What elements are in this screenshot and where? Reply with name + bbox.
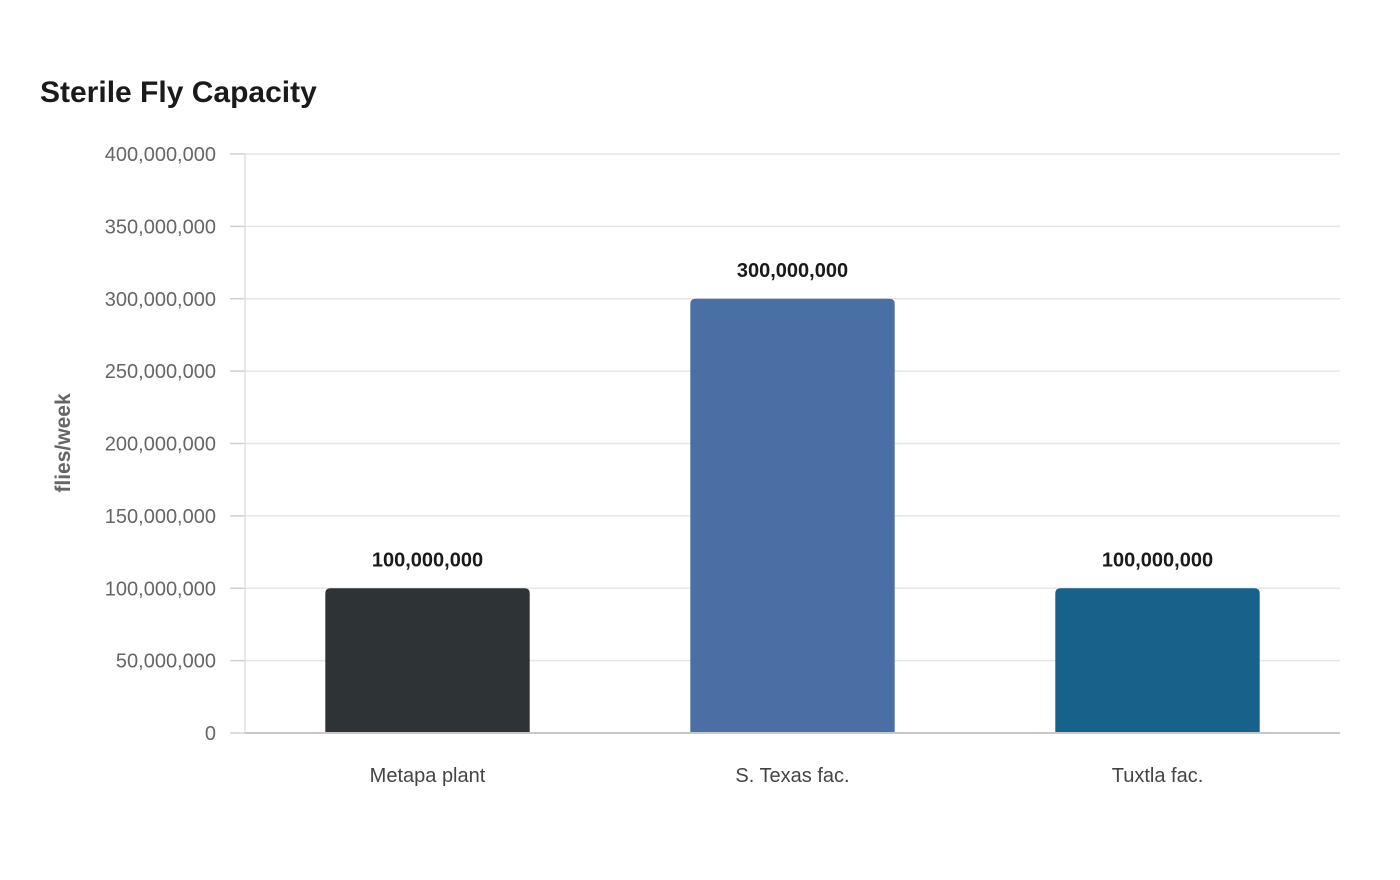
- axes: [230, 153, 1340, 734]
- x-tick-label: Tuxtla fac.: [1112, 765, 1204, 787]
- bar: [1055, 588, 1260, 733]
- y-tick-label: 50,000,000: [116, 651, 216, 673]
- x-tick-label: S. Texas fac.: [735, 765, 849, 787]
- y-tick-label: 250,000,000: [105, 361, 216, 383]
- y-tick-label: 100,000,000: [105, 578, 216, 600]
- bar: [690, 298, 895, 733]
- y-tick-label: 400,000,000: [105, 144, 216, 166]
- y-tick-labels: 0 50,000,000 100,000,000 150,000,000 200,000…: [105, 144, 216, 745]
- y-tick-label: 200,000,000: [105, 434, 216, 456]
- x-tick-label: Metapa plant: [370, 765, 486, 787]
- bars: [325, 298, 1260, 733]
- y-tick-label: 300,000,000: [105, 289, 216, 311]
- y-axis-title: flies/week: [52, 393, 75, 493]
- y-tick-label: 350,000,000: [105, 216, 216, 238]
- y-tick-label: 150,000,000: [105, 506, 216, 528]
- data-labels: 100,000,000 300,000,000 100,000,000: [372, 260, 1213, 572]
- y-tick-label: 0: [205, 723, 216, 745]
- bar: [325, 588, 530, 733]
- x-tick-labels: Metapa plant S. Texas fac. Tuxtla fac.: [370, 765, 1204, 787]
- chart-title: Sterile Fly Capacity: [40, 76, 317, 109]
- data-label: 100,000,000: [1102, 549, 1213, 571]
- data-label: 300,000,000: [737, 260, 848, 282]
- data-label: 100,000,000: [372, 549, 483, 571]
